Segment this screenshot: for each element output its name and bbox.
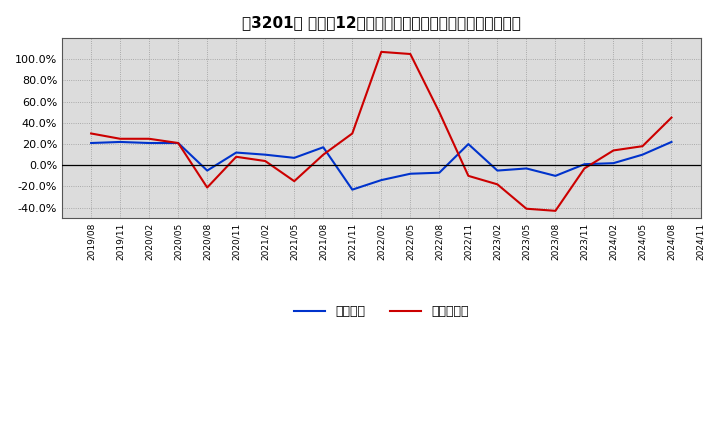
当期純利益 (116, 136, 125, 141)
当期純利益 (551, 208, 559, 213)
Line: 当期純利益: 当期純利益 (91, 52, 672, 211)
経常利益 (261, 152, 269, 158)
Legend: 経常利益, 当期純利益: 経常利益, 当期純利益 (289, 300, 474, 323)
経常利益 (435, 170, 444, 175)
当期純利益 (609, 148, 618, 153)
当期純利益 (174, 140, 182, 146)
経常利益 (638, 152, 647, 158)
当期純利益 (406, 51, 415, 57)
当期純利益 (232, 154, 240, 159)
当期純利益 (464, 173, 472, 179)
当期純利益 (435, 110, 444, 115)
経常利益 (580, 161, 589, 167)
経常利益 (232, 150, 240, 155)
当期純利益 (145, 136, 153, 141)
経常利益 (87, 140, 96, 146)
経常利益 (290, 155, 299, 161)
当期純利益 (580, 166, 589, 171)
経常利益 (145, 140, 153, 146)
経常利益 (493, 168, 502, 173)
経常利益 (174, 140, 182, 146)
経常利益 (377, 177, 386, 183)
当期純利益 (493, 182, 502, 187)
当期純利益 (290, 179, 299, 184)
経常利益 (319, 145, 328, 150)
経常利益 (116, 139, 125, 145)
当期純利益 (667, 115, 676, 120)
経常利益 (551, 173, 559, 179)
経常利益 (464, 141, 472, 147)
経常利益 (406, 171, 415, 176)
経常利益 (609, 161, 618, 166)
当期純利益 (522, 206, 531, 211)
経常利益 (203, 168, 212, 173)
当期純利益 (261, 158, 269, 164)
Line: 経常利益: 経常利益 (91, 142, 672, 190)
当期純利益 (87, 131, 96, 136)
経常利益 (348, 187, 356, 192)
当期純利益 (348, 131, 356, 136)
経常利益 (522, 166, 531, 171)
経常利益 (667, 139, 676, 145)
当期純利益 (319, 152, 328, 158)
当期純利益 (203, 185, 212, 190)
当期純利益 (638, 143, 647, 149)
Title: ［3201］ 利益だ12か月移動合計の対前年同期増減率の推移: ［3201］ 利益だ12か月移動合計の対前年同期増減率の推移 (242, 15, 521, 30)
当期純利益 (377, 49, 386, 55)
